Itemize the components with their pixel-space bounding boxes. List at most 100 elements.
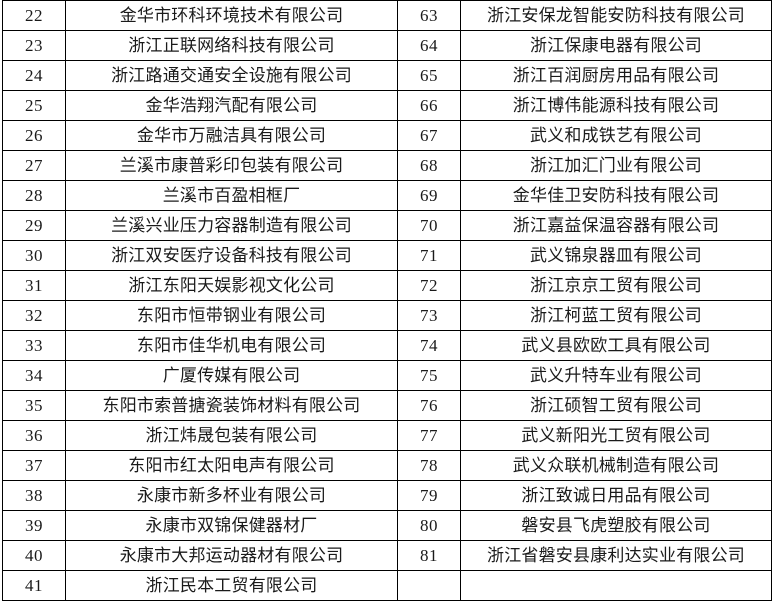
row-index-right: 64 [397, 30, 461, 61]
company-name-left: 金华市环科环境技术有限公司 [65, 0, 398, 31]
company-name-right: 浙江安保龙智能安防科技有限公司 [460, 0, 772, 31]
row-index-right: 79 [397, 480, 461, 511]
row-index-left: 37 [2, 450, 66, 481]
row-index-left: 29 [2, 210, 66, 241]
company-name-left: 浙江东阳天娱影视文化公司 [65, 270, 398, 301]
row-index-left: 26 [2, 120, 66, 151]
table-row: 34 广厦传媒有限公司 75 武义升特车业有限公司 [2, 360, 772, 391]
company-name-left: 兰溪市百盈相框厂 [65, 180, 398, 211]
table-row: 39 永康市双锦保健器材厂 80 磐安县飞虎塑胶有限公司 [2, 510, 772, 541]
table-row: 28 兰溪市百盈相框厂 69 金华佳卫安防科技有限公司 [2, 180, 772, 211]
company-name-left: 兰溪兴业压力容器制造有限公司 [65, 210, 398, 241]
row-index-right: 71 [397, 240, 461, 271]
table-row: 36 浙江炜晟包装有限公司 77 武义新阳光工贸有限公司 [2, 420, 772, 451]
company-name-right: 武义新阳光工贸有限公司 [460, 420, 772, 451]
table-row: 24 浙江路通交通安全设施有限公司 65 浙江百润厨房用品有限公司 [2, 60, 772, 91]
empty-cell [397, 570, 461, 601]
row-index-left: 34 [2, 360, 66, 391]
row-index-left: 22 [2, 0, 66, 31]
company-name-right: 浙江保康电器有限公司 [460, 30, 772, 61]
company-name-right: 浙江博伟能源科技有限公司 [460, 90, 772, 121]
row-index-right: 66 [397, 90, 461, 121]
company-name-left: 浙江正联网络科技有限公司 [65, 30, 398, 61]
row-index-right: 80 [397, 510, 461, 541]
row-index-right: 70 [397, 210, 461, 241]
row-index-right: 74 [397, 330, 461, 361]
company-name-left: 兰溪市康普彩印包装有限公司 [65, 150, 398, 181]
company-name-left: 东阳市索普搪瓷装饰材料有限公司 [65, 390, 398, 421]
company-name-left: 浙江双安医疗设备科技有限公司 [65, 240, 398, 271]
company-name-right: 金华佳卫安防科技有限公司 [460, 180, 772, 211]
company-name-left: 东阳市红太阳电声有限公司 [65, 450, 398, 481]
row-index-left: 28 [2, 180, 66, 211]
company-name-right: 浙江嘉益保温容器有限公司 [460, 210, 772, 241]
company-name-left: 永康市大邦运动器材有限公司 [65, 540, 398, 571]
company-name-right: 浙江硕智工贸有限公司 [460, 390, 772, 421]
row-index-left: 31 [2, 270, 66, 301]
row-index-right: 81 [397, 540, 461, 571]
row-index-left: 27 [2, 150, 66, 181]
table-row: 31 浙江东阳天娱影视文化公司 72 浙江京京工贸有限公司 [2, 270, 772, 301]
row-index-right: 63 [397, 0, 461, 31]
company-name-right: 武义锦泉器皿有限公司 [460, 240, 772, 271]
company-name-right: 武义县欧欧工具有限公司 [460, 330, 772, 361]
row-index-left: 33 [2, 330, 66, 361]
row-index-right: 68 [397, 150, 461, 181]
company-name-left: 永康市双锦保健器材厂 [65, 510, 398, 541]
row-index-left: 36 [2, 420, 66, 451]
table-row: 35 东阳市索普搪瓷装饰材料有限公司 76 浙江硕智工贸有限公司 [2, 390, 772, 421]
row-index-right: 65 [397, 60, 461, 91]
company-name-right: 浙江加汇门业有限公司 [460, 150, 772, 181]
company-name-right: 磐安县飞虎塑胶有限公司 [460, 510, 772, 541]
company-name-right: 武义和成铁艺有限公司 [460, 120, 772, 151]
table-row: 32 东阳市恒带钢业有限公司 73 浙江柯蓝工贸有限公司 [2, 300, 772, 331]
row-index-right: 77 [397, 420, 461, 451]
company-name-right: 浙江京京工贸有限公司 [460, 270, 772, 301]
row-index-left: 32 [2, 300, 66, 331]
row-index-left: 40 [2, 540, 66, 571]
table-row: 30 浙江双安医疗设备科技有限公司 71 武义锦泉器皿有限公司 [2, 240, 772, 271]
table-row: 23 浙江正联网络科技有限公司 64 浙江保康电器有限公司 [2, 30, 772, 61]
row-index-right: 73 [397, 300, 461, 331]
table-row: 26 金华市万融洁具有限公司 67 武义和成铁艺有限公司 [2, 120, 772, 151]
table-row: 25 金华浩翔汽配有限公司 66 浙江博伟能源科技有限公司 [2, 90, 772, 121]
company-name-left: 广厦传媒有限公司 [65, 360, 398, 391]
row-index-left: 39 [2, 510, 66, 541]
row-index-right: 75 [397, 360, 461, 391]
company-name-right: 浙江柯蓝工贸有限公司 [460, 300, 772, 331]
table-row: 22 金华市环科环境技术有限公司 63 浙江安保龙智能安防科技有限公司 [2, 0, 772, 31]
table-row: 37 东阳市红太阳电声有限公司 78 武义众联机械制造有限公司 [2, 450, 772, 481]
table-row: 38 永康市新多杯业有限公司 79 浙江致诚日用品有限公司 [2, 480, 772, 511]
table-row: 41 浙江民本工贸有限公司 [2, 570, 772, 601]
company-name-right: 武义众联机械制造有限公司 [460, 450, 772, 481]
company-name-left: 东阳市佳华机电有限公司 [65, 330, 398, 361]
company-name-left: 永康市新多杯业有限公司 [65, 480, 398, 511]
row-index-right: 76 [397, 390, 461, 421]
company-name-right: 浙江致诚日用品有限公司 [460, 480, 772, 511]
row-index-left: 25 [2, 90, 66, 121]
empty-cell [460, 570, 772, 601]
company-name-left: 浙江炜晟包装有限公司 [65, 420, 398, 451]
row-index-right: 67 [397, 120, 461, 151]
company-name-left: 浙江民本工贸有限公司 [65, 570, 398, 601]
company-name-right: 浙江百润厨房用品有限公司 [460, 60, 772, 91]
row-index-right: 72 [397, 270, 461, 301]
company-name-left: 金华浩翔汽配有限公司 [65, 90, 398, 121]
table-row: 33 东阳市佳华机电有限公司 74 武义县欧欧工具有限公司 [2, 330, 772, 361]
company-name-left: 东阳市恒带钢业有限公司 [65, 300, 398, 331]
company-name-right: 浙江省磐安县康利达实业有限公司 [460, 540, 772, 571]
row-index-left: 23 [2, 30, 66, 61]
table-row: 40 永康市大邦运动器材有限公司 81 浙江省磐安县康利达实业有限公司 [2, 540, 772, 571]
table-row: 29 兰溪兴业压力容器制造有限公司 70 浙江嘉益保温容器有限公司 [2, 210, 772, 241]
company-name-right: 武义升特车业有限公司 [460, 360, 772, 391]
row-index-right: 69 [397, 180, 461, 211]
row-index-left: 30 [2, 240, 66, 271]
row-index-right: 78 [397, 450, 461, 481]
row-index-left: 38 [2, 480, 66, 511]
company-name-left: 浙江路通交通安全设施有限公司 [65, 60, 398, 91]
table-row: 27 兰溪市康普彩印包装有限公司 68 浙江加汇门业有限公司 [2, 150, 772, 181]
company-name-left: 金华市万融洁具有限公司 [65, 120, 398, 151]
row-index-left: 35 [2, 390, 66, 421]
